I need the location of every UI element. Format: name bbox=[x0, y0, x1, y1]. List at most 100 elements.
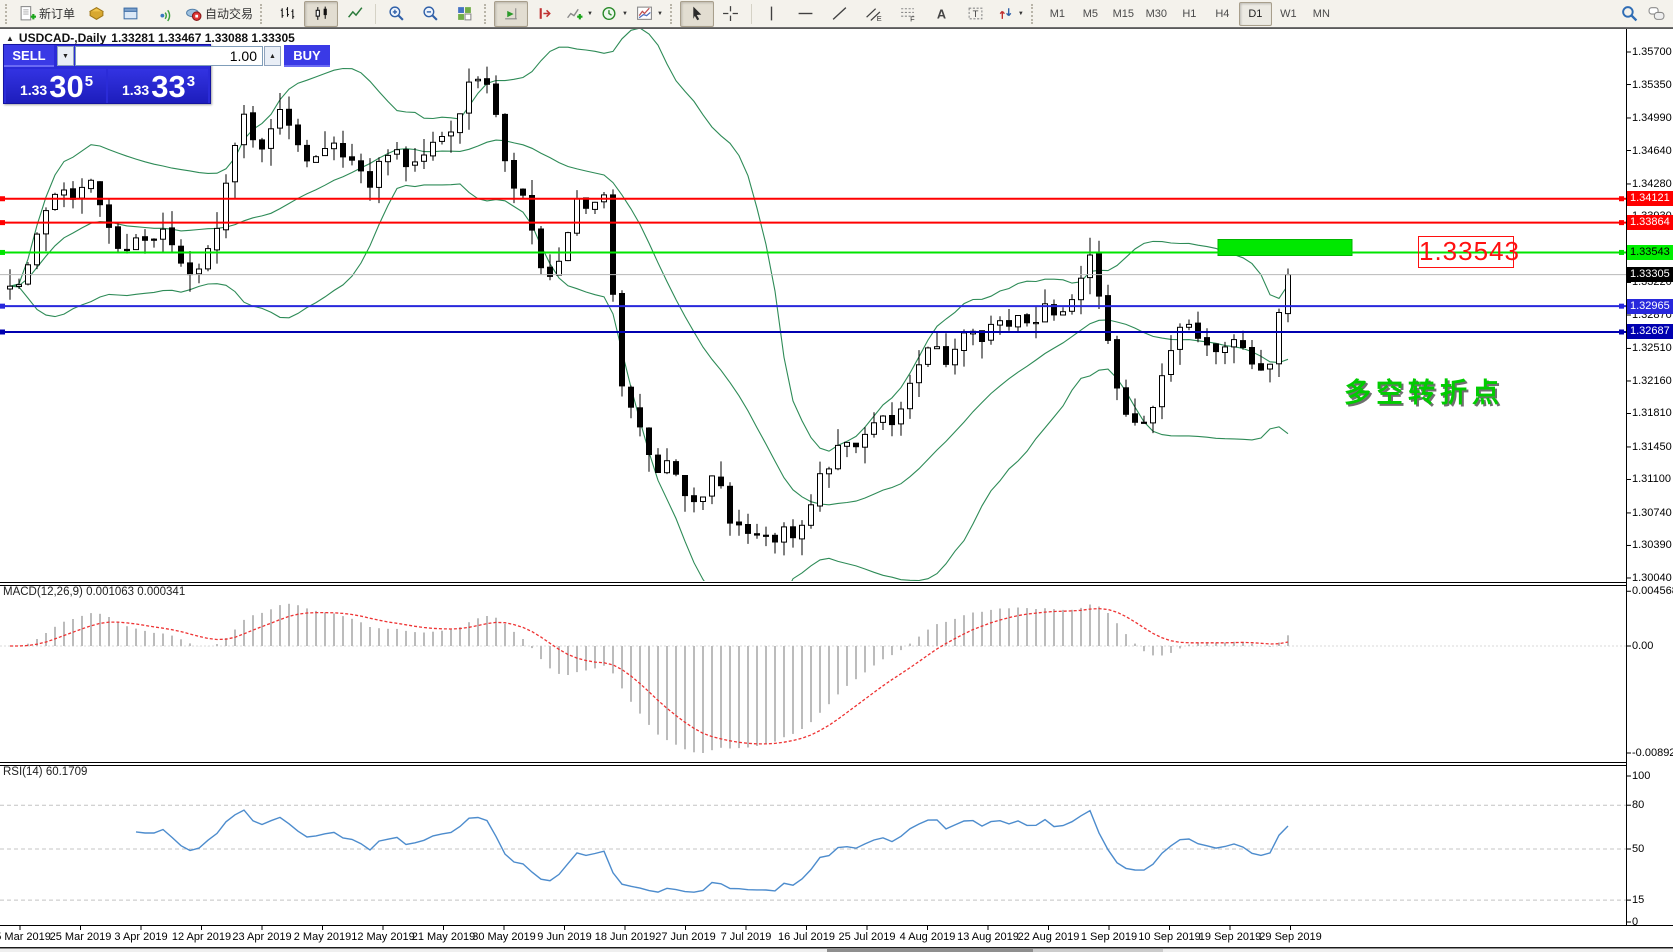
volume-control: ▼ ▲ bbox=[54, 45, 284, 67]
toolbar-drag-handle[interactable] bbox=[260, 3, 267, 24]
price-badge-1.33864[interactable]: 1.33864 bbox=[1627, 215, 1673, 231]
volume-decrease-button[interactable]: ▼ bbox=[57, 46, 74, 66]
line-chart-mode-button[interactable] bbox=[338, 1, 372, 27]
timeframe-h4[interactable]: H4 bbox=[1215, 7, 1230, 20]
zoom-in-button[interactable] bbox=[379, 1, 413, 27]
sell-button[interactable]: SELL bbox=[4, 45, 54, 67]
hline-right-anchor[interactable] bbox=[1619, 303, 1624, 309]
date-tick-9-Jun-2019: 9 Jun 2019 bbox=[537, 931, 592, 943]
timeframe-m30[interactable]: M30 bbox=[1145, 7, 1168, 20]
line-chart-icon bbox=[347, 7, 362, 18]
volume-input[interactable] bbox=[75, 46, 263, 66]
date-tick-1-Sep-2019: 1 Sep 2019 bbox=[1080, 931, 1138, 943]
templates-button[interactable]: ▼ bbox=[632, 1, 667, 27]
timeframe-m5[interactable]: M5 bbox=[1082, 7, 1098, 20]
toolbar-drag-handle[interactable] bbox=[669, 3, 677, 24]
text-tool-button[interactable]: A bbox=[925, 1, 959, 27]
price-badge-1.34121[interactable]: 1.34121 bbox=[1627, 191, 1673, 207]
metaeditor-button[interactable] bbox=[79, 1, 113, 27]
rsi-scale-50: 50 bbox=[1632, 843, 1645, 855]
price-tick-1.31450: 1.31450 bbox=[1632, 440, 1672, 453]
chart-shift-button[interactable] bbox=[528, 1, 562, 27]
hline-left-anchor[interactable] bbox=[0, 249, 5, 255]
hline-left-anchor[interactable] bbox=[0, 303, 5, 309]
sell-price[interactable]: 1.33 30 5 bbox=[6, 69, 106, 103]
toolbar-drag-handle[interactable] bbox=[484, 3, 491, 24]
search-icon[interactable] bbox=[1621, 5, 1638, 22]
auto-trading-button[interactable]: 自动交易 bbox=[181, 1, 257, 27]
text-label-icon: T bbox=[968, 7, 983, 20]
price-badge-1.32965[interactable]: 1.32965 bbox=[1627, 298, 1673, 314]
trendline-tool-button[interactable] bbox=[823, 1, 857, 27]
date-tick-3-Apr-2019: 3 Apr 2019 bbox=[114, 931, 168, 943]
trade-panel-prices: 1.33 30 5 1.33 33 3 bbox=[4, 67, 210, 105]
hline-right-anchor[interactable] bbox=[1619, 329, 1624, 335]
hline-right-anchor[interactable] bbox=[1619, 249, 1624, 255]
horizontal-line-icon bbox=[798, 12, 813, 15]
date-tick-25-Jul-2019: 25 Jul 2019 bbox=[838, 931, 896, 943]
h-scrollbar-track-end bbox=[1033, 949, 1163, 952]
timeframe-m15[interactable]: M15 bbox=[1112, 7, 1135, 20]
timeframe-w1[interactable]: W1 bbox=[1280, 7, 1297, 20]
macd-pane[interactable] bbox=[0, 603, 1626, 753]
rsi-scale-100: 100 bbox=[1632, 770, 1651, 782]
text-label-tool-button[interactable]: T bbox=[959, 1, 993, 27]
zoom-out-button[interactable] bbox=[413, 1, 447, 27]
price-text-object[interactable]: 1.33543 bbox=[1418, 236, 1520, 268]
auto-scroll-icon bbox=[504, 8, 517, 20]
chart-annotation-text[interactable]: 多空转折点 bbox=[1344, 378, 1504, 408]
periods-button[interactable]: ▼ bbox=[597, 1, 632, 27]
chat-icon[interactable] bbox=[1648, 5, 1665, 22]
price-badge-1.32687[interactable]: 1.32687 bbox=[1627, 324, 1673, 340]
hline-left-anchor[interactable] bbox=[0, 220, 5, 226]
date-tick-27-Jun-2019: 27 Jun 2019 bbox=[655, 931, 716, 943]
vertical-line-tool-button[interactable] bbox=[755, 1, 789, 27]
date-tick-30-May-2019: 30 May 2019 bbox=[472, 931, 536, 943]
timeframe-h1[interactable]: H1 bbox=[1182, 7, 1197, 20]
auto-trading-icon bbox=[185, 5, 202, 22]
toolbar-drag-handle[interactable] bbox=[1030, 3, 1038, 24]
timeframe-d1[interactable]: D1 bbox=[1238, 1, 1272, 26]
hline-right-anchor[interactable] bbox=[1619, 220, 1624, 226]
cursor-icon bbox=[693, 6, 702, 21]
hline-left-anchor[interactable] bbox=[0, 196, 5, 202]
hline-right-anchor[interactable] bbox=[1619, 196, 1624, 202]
indicators-button[interactable]: ▼ bbox=[562, 1, 597, 27]
signals-button[interactable] bbox=[147, 1, 181, 27]
auto-scroll-button[interactable] bbox=[494, 0, 529, 27]
timeframe-mn[interactable]: MN bbox=[1312, 7, 1330, 20]
hline-left-anchor[interactable] bbox=[0, 329, 5, 335]
date-tick-22-Aug-2019: 22 Aug 2019 bbox=[1017, 931, 1080, 943]
buy-price[interactable]: 1.33 33 3 bbox=[108, 69, 208, 103]
time-axis-line bbox=[0, 925, 1673, 926]
date-tick-12-Apr-2019: 12 Apr 2019 bbox=[171, 931, 232, 943]
rsi-label: RSI(14) 60.1709 bbox=[3, 766, 88, 778]
price-badge-1.33543[interactable]: 1.33543 bbox=[1627, 244, 1673, 260]
timeframe-group: M1 M5 M15 M30 H1 H4 D1 W1 MN bbox=[1041, 1, 1338, 26]
h-scrollbar-thumb[interactable] bbox=[827, 949, 1033, 952]
main-price-pane[interactable] bbox=[0, 28, 1626, 647]
volume-increase-button[interactable]: ▲ bbox=[264, 46, 281, 66]
arrows-tool-button[interactable]: ▼ bbox=[993, 1, 1028, 27]
rsi-pane[interactable] bbox=[0, 804, 1626, 901]
horizontal-line-tool-button[interactable] bbox=[789, 1, 823, 27]
collapse-chart-icon[interactable]: ▲ bbox=[6, 33, 14, 43]
chart-window-button[interactable] bbox=[113, 1, 147, 27]
price-tick-1.32160: 1.32160 bbox=[1632, 374, 1672, 387]
channel-tool-button[interactable]: E bbox=[857, 1, 891, 27]
bollinger-upper bbox=[9, 29, 1289, 452]
macd-label: MACD(12,26,9) 0.001063 0.000341 bbox=[3, 586, 186, 598]
tile-windows-button[interactable] bbox=[447, 1, 481, 27]
bar-chart-mode-button[interactable] bbox=[270, 1, 304, 27]
cursor-tool-button[interactable] bbox=[679, 0, 714, 27]
buy-button[interactable]: BUY bbox=[284, 45, 330, 67]
fibonacci-tool-button[interactable]: F bbox=[891, 1, 925, 27]
crosshair-tool-button[interactable] bbox=[714, 1, 748, 27]
timeframe-m1[interactable]: M1 bbox=[1049, 7, 1065, 20]
template-icon bbox=[637, 6, 652, 20]
candlestick-mode-button[interactable] bbox=[304, 0, 339, 27]
new-order-button[interactable]: 新订单 bbox=[15, 1, 79, 27]
toolbar-drag-handle[interactable] bbox=[5, 3, 12, 24]
date-tick-16-Jul-2019: 16 Jul 2019 bbox=[778, 931, 835, 943]
